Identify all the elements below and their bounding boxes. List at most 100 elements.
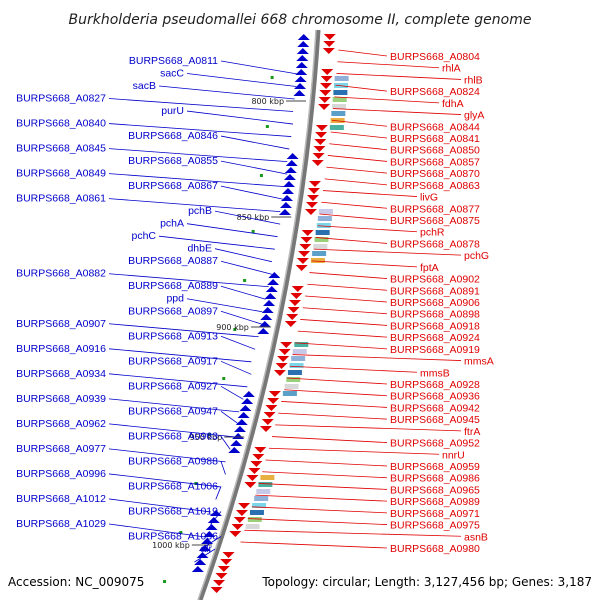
- reverse-gene-arrow: [315, 132, 328, 138]
- reverse-gene-arrow: [319, 90, 332, 96]
- gene-label-reverse: BURPS668_A0971: [390, 508, 480, 520]
- reverse-gene-arrow: [321, 69, 334, 75]
- forward-gene-arrow: [297, 41, 310, 47]
- feature-block: [313, 244, 328, 249]
- right-leader-line: [338, 49, 388, 57]
- left-leader-line: [108, 498, 211, 513]
- feature-block: [333, 90, 348, 95]
- gene-label-forward: BURPS668_A1029: [16, 518, 106, 530]
- reverse-gene-arrow: [287, 307, 300, 313]
- feature-block: [282, 391, 297, 396]
- reverse-gene-arrow: [273, 370, 286, 376]
- left-leader-line: [186, 223, 278, 238]
- forward-gene-arrow: [279, 202, 292, 208]
- gene-label-reverse: BURPS668_A0945: [390, 414, 480, 426]
- forward-gene-arrow: [237, 412, 250, 418]
- feature-block: [315, 230, 330, 235]
- gene-label-forward: BURPS668_A1006: [128, 480, 218, 492]
- feature-block: [289, 363, 304, 368]
- gene-label-reverse: BURPS668_A0870: [390, 168, 480, 180]
- forward-gene-arrow: [257, 328, 270, 334]
- left-leader-line: [220, 335, 256, 350]
- right-leader-line: [333, 108, 462, 115]
- gene-label-forward: BURPS668_A0939: [16, 393, 106, 405]
- right-leader-line: [292, 354, 462, 361]
- forward-gene-arrow: [281, 195, 294, 201]
- gene-label-reverse: BURPS668_A0924: [390, 332, 480, 344]
- feature-block: [318, 209, 333, 214]
- gene-label-reverse: nnrU: [442, 449, 465, 461]
- left-leader-line: [215, 486, 222, 500]
- right-leader-line: [334, 96, 440, 104]
- right-leader-line: [311, 260, 418, 268]
- right-leader-line: [315, 237, 388, 244]
- reverse-gene-arrow: [267, 398, 280, 404]
- reverse-gene-arrow: [318, 97, 331, 103]
- left-leader-line: [186, 110, 294, 125]
- forward-gene-arrow: [296, 55, 309, 61]
- forward-gene-arrow: [191, 566, 204, 572]
- feature-block: [252, 503, 267, 508]
- marker-tick: [265, 125, 269, 128]
- reverse-gene-arrow: [308, 188, 321, 194]
- left-leader-line: [108, 373, 248, 388]
- forward-gene-arrow: [241, 398, 254, 404]
- gene-label-forward: BURPS668_A0934: [16, 368, 106, 380]
- gene-label-forward: pchA: [160, 218, 184, 230]
- gene-label-reverse: BURPS668_A0906: [390, 297, 480, 309]
- gene-label-forward: BURPS668_A0963: [128, 430, 218, 442]
- reverse-gene-arrow: [298, 251, 311, 257]
- gene-label-reverse: BURPS668_A0959: [390, 461, 480, 473]
- reverse-gene-arrow: [246, 475, 259, 481]
- marker-tick: [163, 580, 167, 583]
- marker-tick: [270, 76, 274, 79]
- feature-block: [286, 377, 301, 382]
- forward-gene-arrow: [283, 174, 296, 180]
- left-leader-line: [199, 536, 222, 550]
- gene-label-reverse: BURPS668_A0942: [390, 402, 480, 414]
- right-leader-line: [313, 248, 462, 256]
- forward-gene-arrow: [282, 181, 295, 187]
- feature-block: [258, 482, 273, 487]
- right-leader-line: [327, 155, 388, 162]
- forward-gene-arrow: [239, 405, 252, 411]
- feature-block: [245, 524, 260, 529]
- gene-label-reverse: BURPS668_A0986: [390, 473, 480, 485]
- gene-label-forward: BURPS668_A0927: [128, 380, 218, 392]
- left-leader-line: [220, 285, 266, 300]
- right-leader-line: [331, 119, 388, 127]
- feature-block: [330, 118, 345, 123]
- feature-block: [310, 258, 325, 263]
- forward-gene-arrow: [260, 314, 273, 320]
- left-leader-line: [220, 385, 244, 400]
- gene-label-reverse: BURPS668_A0919: [390, 344, 480, 356]
- right-leader-line: [278, 412, 388, 420]
- right-leader-line: [297, 330, 388, 338]
- gene-label-forward: BURPS668_A0861: [16, 193, 106, 205]
- reverse-gene-arrow: [250, 461, 263, 467]
- gene-label-forward: BURPS668_A0867: [128, 180, 218, 192]
- reverse-gene-arrow: [215, 573, 228, 579]
- reverse-gene-arrow: [278, 349, 291, 355]
- reverse-gene-arrow: [301, 230, 314, 236]
- reverse-gene-arrow: [307, 195, 320, 201]
- gene-label-reverse: BURPS668_A0928: [390, 379, 480, 391]
- forward-gene-arrow: [258, 321, 271, 327]
- forward-gene-arrow: [295, 69, 308, 75]
- gene-label-forward: BURPS668_A0840: [16, 118, 106, 130]
- right-leader-line: [275, 424, 462, 432]
- right-leader-line: [248, 518, 388, 525]
- forward-gene-arrow: [268, 272, 281, 278]
- forward-gene-arrow: [265, 286, 278, 292]
- left-leader-line: [108, 423, 235, 438]
- right-leader-line: [284, 389, 388, 397]
- gene-label-forward: BURPS668_A0846: [128, 130, 218, 142]
- genome-backbone: [197, 29, 321, 600]
- forward-gene-arrow: [203, 531, 216, 537]
- gene-label-reverse: mmsB: [420, 367, 450, 379]
- accession-text: Accession: NC_009075: [8, 575, 144, 589]
- left-leader-line: [220, 185, 283, 200]
- reverse-gene-arrow: [305, 202, 318, 208]
- gene-label-reverse: BURPS668_A0902: [390, 274, 480, 286]
